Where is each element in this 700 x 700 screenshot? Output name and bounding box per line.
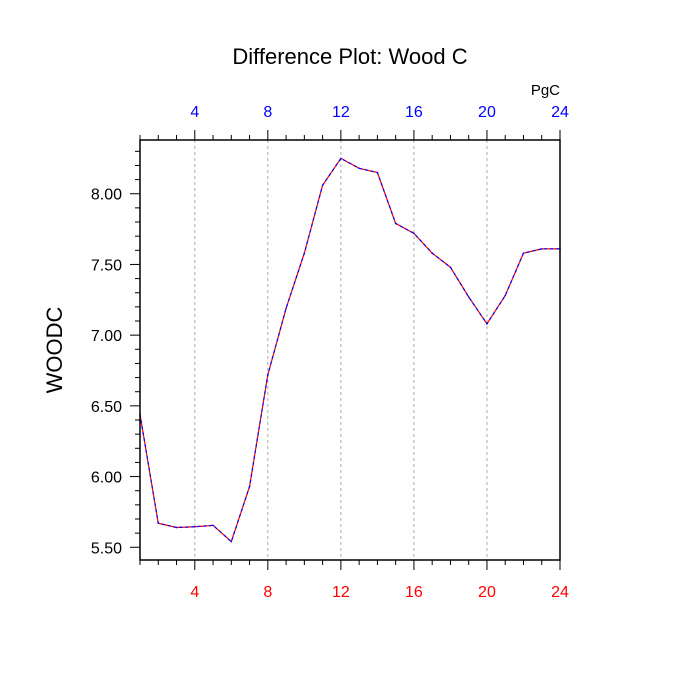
y-tick-label: 6.50 — [91, 399, 122, 416]
data-point — [175, 526, 178, 529]
x-top-tick-label: 8 — [263, 104, 272, 121]
x-tick-label: 16 — [405, 584, 423, 601]
x-top-tick-label: 12 — [332, 104, 350, 121]
data-point — [449, 266, 452, 269]
ticks — [130, 130, 561, 570]
x-tick-label: 4 — [190, 584, 199, 601]
y-tick-label: 8.00 — [91, 187, 122, 204]
x-tick-label: 12 — [332, 584, 350, 601]
data-point — [267, 373, 269, 376]
data-point — [340, 157, 342, 160]
data-point — [212, 524, 214, 527]
data-point — [230, 540, 233, 543]
data-point — [321, 184, 324, 187]
data-point — [285, 307, 287, 310]
x-top-tick-label: 20 — [478, 104, 496, 121]
data-point — [358, 167, 360, 170]
y-tick-label: 7.50 — [91, 257, 122, 274]
data-point — [540, 248, 543, 250]
data-point — [157, 522, 160, 525]
axes — [139, 139, 561, 561]
data-point — [413, 232, 415, 235]
y-tick-label: 7.00 — [91, 328, 122, 345]
y-axis-label: WOODC — [42, 307, 67, 394]
data-series — [139, 157, 561, 543]
gridlines — [194, 140, 488, 560]
tick-labels: 4 8 12 16 20 24 4 8 12 16 20 24 5.50 6.00 6.50 7.00 7.50… — [91, 104, 569, 601]
units-label: PgC — [531, 82, 560, 99]
data-point — [431, 252, 433, 254]
x-tick-label: 24 — [551, 584, 569, 601]
plot-frame — [139, 139, 561, 561]
data-point — [193, 525, 196, 528]
x-tick-label: 20 — [478, 584, 496, 601]
x-tick-label: 8 — [263, 584, 272, 601]
series-line-dashed — [139, 157, 560, 543]
data-point — [394, 222, 397, 225]
x-top-tick-label: 24 — [551, 104, 569, 121]
chart-title: Difference Plot: Wood C — [232, 44, 467, 69]
data-point — [504, 294, 507, 297]
y-tick-label: 6.00 — [91, 470, 122, 487]
x-top-tick-label: 16 — [405, 104, 423, 121]
data-point — [248, 485, 251, 488]
y-tick-label: 5.50 — [91, 540, 122, 557]
x-top-tick-label: 4 — [190, 104, 199, 121]
data-point — [522, 252, 525, 254]
data-point — [303, 252, 306, 254]
data-point — [486, 323, 488, 325]
series-line-base — [139, 157, 560, 543]
data-point — [376, 171, 379, 174]
data-point — [467, 296, 470, 298]
